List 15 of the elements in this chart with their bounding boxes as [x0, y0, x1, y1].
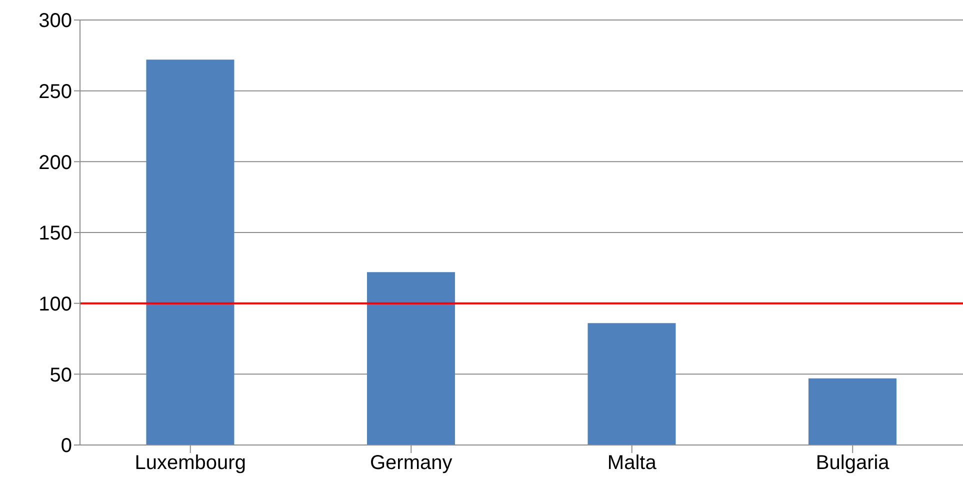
y-tick-label: 100: [38, 293, 72, 316]
y-tick-label: 150: [38, 222, 72, 245]
y-tick-label: 250: [38, 80, 72, 103]
x-tick-label: Luxembourg: [134, 452, 246, 474]
y-tick-label: 300: [38, 10, 72, 32]
bar: [146, 60, 234, 445]
bar: [588, 323, 676, 445]
bar: [808, 378, 896, 445]
y-tick-label: 0: [60, 435, 72, 458]
x-tick-label: Germany: [370, 452, 452, 474]
x-tick-label: Malta: [607, 452, 658, 474]
y-tick-label: 50: [50, 364, 72, 386]
y-tick-label: 200: [38, 152, 72, 174]
bar: [366, 272, 455, 445]
x-tick-label: Bulgaria: [816, 452, 890, 474]
